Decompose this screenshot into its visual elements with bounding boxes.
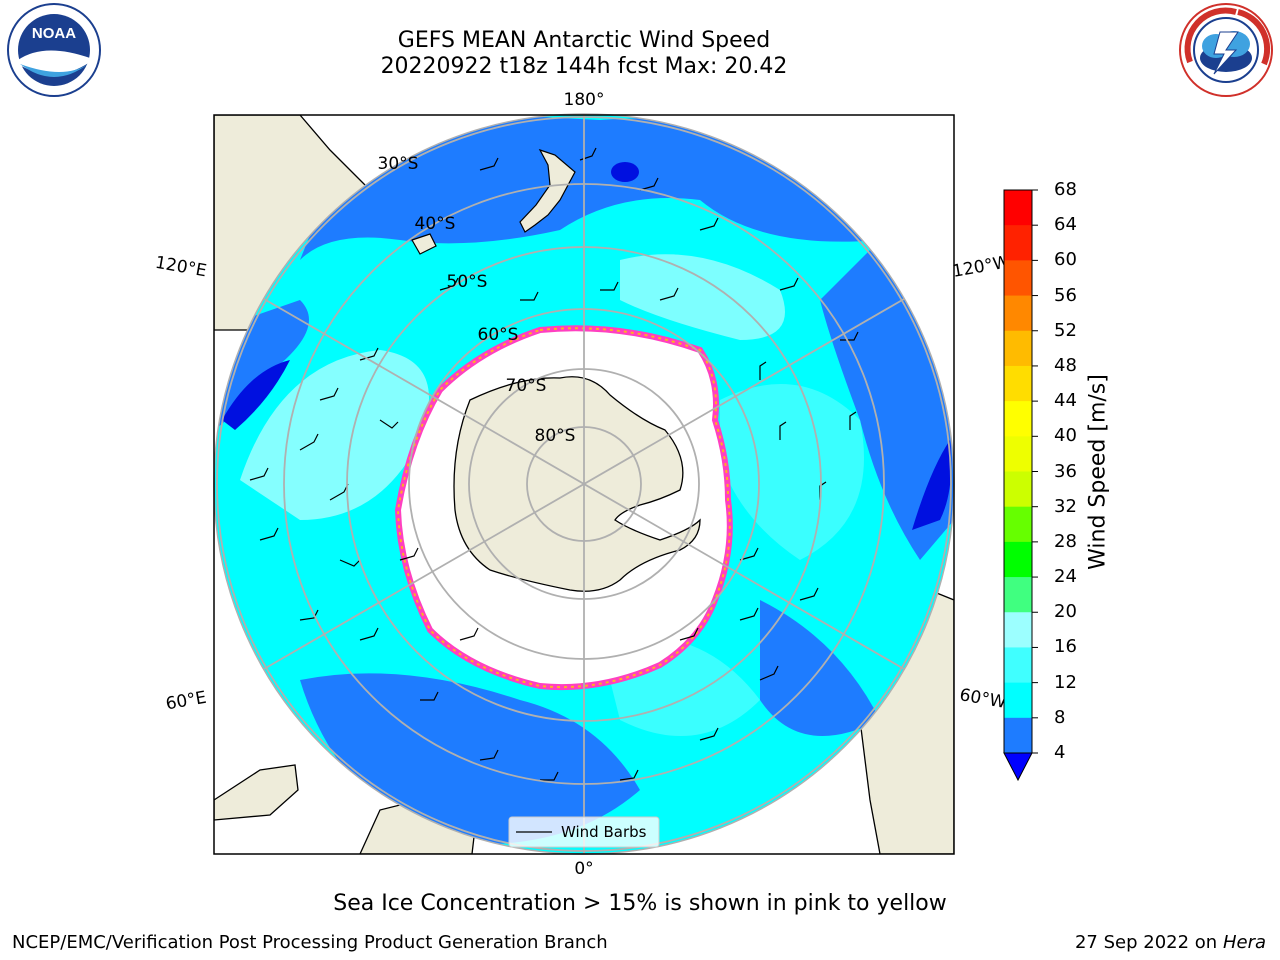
colorbar-segment <box>1004 330 1032 367</box>
chart-title: GEFS MEAN Antarctic Wind Speed <box>397 28 771 53</box>
colorbar-segment <box>1004 471 1032 508</box>
map-legend: Wind Barbs <box>508 816 660 848</box>
nws-logo <box>1179 3 1273 97</box>
latitude-label-80s: 80°S <box>535 426 576 446</box>
meridian-label-60e: 60°E <box>164 688 208 715</box>
new-zealand-land <box>519 148 576 233</box>
colorbar-segment <box>1004 295 1032 332</box>
colorbar-tick-label: 32 <box>1054 495 1077 517</box>
svg-text:NOAA: NOAA <box>32 25 76 42</box>
latitude-label-40s: 40°S <box>415 214 456 234</box>
colorbar-segment <box>1004 682 1032 719</box>
colorbar-segment <box>1004 401 1032 437</box>
sea-ice-note: Sea Ice Concentration > 15% is shown in … <box>333 891 947 916</box>
chart-subtitle: 20220922 t18z 144h fcst Max: 20.42 <box>380 54 788 79</box>
map-frame <box>213 114 955 855</box>
antarctica-land <box>453 376 701 592</box>
colorbar-tick-label: 56 <box>1054 284 1077 306</box>
tasmania-land <box>411 233 437 255</box>
colorbar-segment <box>1004 717 1032 754</box>
colorbar-segment <box>1004 190 1032 226</box>
wind-band-light-northeast <box>620 254 785 340</box>
colorbar-segment <box>1004 365 1032 402</box>
colorbar-segment <box>1004 260 1032 297</box>
credit-host: Hera <box>1222 932 1266 953</box>
meridian-label-60w: 60°W <box>958 685 1008 713</box>
wind-barbs <box>249 147 859 781</box>
latitude-label-30s: 30°S <box>378 154 419 174</box>
latitude-label-70s: 70°S <box>506 376 547 396</box>
colorbar-tick-label: 44 <box>1054 390 1077 412</box>
colorbar-tick-label: 68 <box>1054 179 1077 200</box>
wind-band-blue-north <box>300 116 880 261</box>
colorbar-tick-label: 16 <box>1054 636 1077 658</box>
wind-band-light-west <box>240 350 429 520</box>
colorbar-extension <box>1003 752 1033 782</box>
colorbar-segment <box>1004 541 1032 578</box>
colorbar-tick-label: 8 <box>1054 706 1066 728</box>
colorbar-segment <box>1004 612 1032 648</box>
madagascar-land <box>214 764 299 821</box>
colorbar-tick-label: 60 <box>1054 249 1077 271</box>
wind-band-dark-north <box>611 162 639 182</box>
colorbar-tick-label: 64 <box>1054 214 1077 236</box>
colorbar-segment <box>1004 506 1032 543</box>
legend-label: Wind Barbs <box>561 823 647 841</box>
meridian-label-180: 180° <box>564 90 605 110</box>
credit-right: 27 Sep 2022 on Hera <box>1075 932 1266 953</box>
colorbar-tick-label: 36 <box>1054 460 1077 482</box>
credit-date: 27 Sep 2022 on <box>1074 932 1218 953</box>
wind-band-dark-east <box>912 440 952 530</box>
colorbar-tick-label: 24 <box>1054 566 1077 588</box>
meridian-label-120w: 120°W <box>951 252 1012 282</box>
colorbar-tick-label: 48 <box>1054 354 1077 376</box>
latitude-label-50s: 50°S <box>447 272 488 292</box>
wind-band-dark-west <box>222 360 290 430</box>
colorbar-label: Wind Speed [m/s] <box>1085 374 1111 570</box>
colorbar-segment <box>1004 647 1032 684</box>
colorbar-tick-label: 12 <box>1054 671 1077 693</box>
graticule <box>216 114 952 854</box>
credit-left: NCEP/EMC/Verification Post Processing Pr… <box>12 932 608 953</box>
latitude-label-60s: 60°S <box>478 325 519 345</box>
meridian-label-120e: 120°E <box>154 253 208 282</box>
noaa-logo: NOAA <box>7 3 101 97</box>
colorbar-segment <box>1004 436 1032 472</box>
colorbar-tick-label: 28 <box>1054 530 1077 552</box>
colorbar-tick-label: 40 <box>1054 425 1077 447</box>
colorbar-tick-label: 20 <box>1054 601 1077 623</box>
colorbar-segment <box>1004 225 1032 261</box>
colorbar-segment <box>1004 577 1032 613</box>
meridian-label-0: 0° <box>574 859 593 879</box>
colorbar-tick-label: 52 <box>1054 319 1077 341</box>
colorbar <box>1003 189 1038 782</box>
colorbar-tick-label: 4 <box>1054 742 1066 763</box>
